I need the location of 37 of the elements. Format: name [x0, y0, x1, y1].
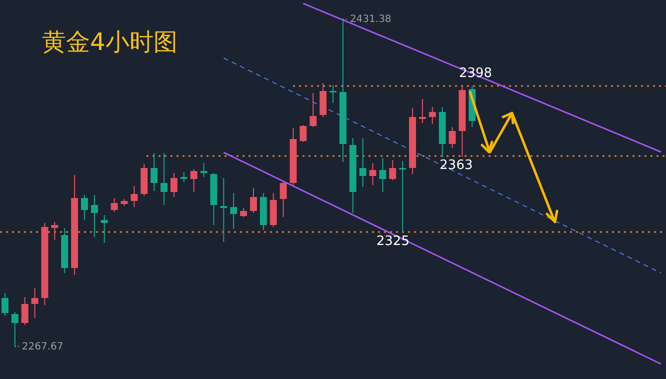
candlestick: [220, 178, 228, 242]
candlestick: [150, 152, 158, 192]
candlestick: [418, 98, 426, 124]
candlestick: [110, 198, 118, 212]
candlestick: [1, 292, 8, 316]
candlestick: [31, 288, 38, 318]
annotation: 2267.67: [22, 341, 64, 352]
candlestick: [320, 82, 327, 118]
candlestick: [330, 84, 336, 104]
candlestick: [230, 192, 238, 230]
annotation: 2431.38: [350, 14, 392, 25]
ref-line-label: 2363: [440, 158, 473, 173]
candlestick: [81, 194, 88, 220]
candlestick: [448, 126, 456, 148]
text: 黄金4小时图: [42, 27, 178, 58]
candlestick: [300, 124, 307, 142]
candlestick: [11, 312, 18, 348]
candlestick: [190, 168, 198, 192]
ref-line-label: 2325: [376, 234, 410, 249]
candlestick: [369, 162, 376, 186]
candlestick: [170, 172, 178, 198]
candlestick: [180, 172, 188, 182]
candlestick: [389, 160, 396, 180]
candlestick: [428, 106, 436, 124]
candlestick: [100, 214, 108, 244]
candlestick: [250, 188, 257, 214]
candlestick: [310, 92, 317, 128]
candlestick: [200, 162, 208, 178]
candlestick: [51, 222, 58, 240]
candlestick: [130, 186, 138, 208]
candlestick: [280, 180, 287, 218]
candlestick: [379, 158, 386, 192]
candlestick: [160, 152, 168, 206]
candlestick: [359, 138, 366, 188]
candlestick: [21, 296, 28, 326]
candlestick: [90, 194, 98, 238]
candlestick: [399, 160, 406, 232]
